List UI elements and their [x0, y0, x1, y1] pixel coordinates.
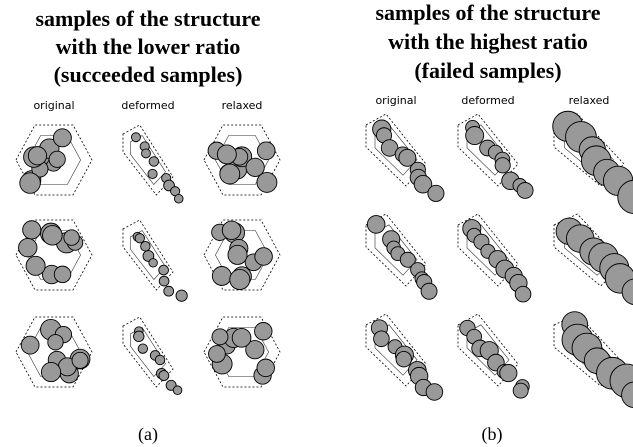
particle [396, 351, 411, 366]
particle [513, 383, 528, 398]
particle [135, 234, 144, 243]
particle [134, 331, 144, 341]
panel-title: with the highest ratio [388, 29, 588, 54]
particle [374, 331, 390, 347]
particle [159, 265, 169, 275]
particle [232, 328, 251, 347]
particle [28, 147, 46, 165]
figure: samples of the structure with the lower … [0, 0, 633, 447]
particle [466, 127, 484, 145]
particle [212, 267, 231, 286]
particle [176, 290, 187, 301]
particle [43, 226, 63, 246]
particle [131, 133, 140, 142]
particle [149, 157, 159, 167]
particle [517, 182, 533, 198]
column-label: original [33, 99, 74, 112]
particle [48, 335, 63, 350]
particle [217, 145, 236, 164]
particle [500, 365, 517, 382]
caption: (b) [482, 424, 503, 445]
particle [49, 151, 65, 167]
particle [72, 352, 88, 368]
panel-title: (succeeded samples) [54, 62, 243, 87]
particle [26, 256, 45, 275]
particle [164, 286, 174, 296]
particle [421, 283, 437, 299]
particle [426, 384, 443, 401]
panel-title: (failed samples) [414, 58, 561, 83]
particle [257, 359, 275, 377]
particle [54, 266, 71, 283]
particle [367, 216, 385, 234]
panel-title: samples of the structure [375, 0, 600, 25]
particle [19, 238, 37, 256]
column-label: deformed [121, 99, 174, 112]
particle [515, 286, 531, 302]
panel-title: with the lower ratio [56, 34, 241, 59]
particle [41, 362, 60, 381]
particle [21, 336, 39, 354]
particle [23, 221, 41, 239]
particle [148, 169, 157, 178]
particle [149, 259, 158, 268]
panel-title: samples of the structure [35, 6, 260, 31]
particle [257, 142, 275, 160]
particle [230, 269, 250, 289]
particle [212, 329, 228, 345]
particle [174, 194, 183, 203]
page: {"panels": [ {"title": ["samples of the … [0, 0, 633, 447]
particle [222, 221, 241, 240]
column-label: relaxed [569, 94, 610, 107]
particle [155, 355, 165, 365]
particle [138, 344, 147, 353]
particle [53, 129, 71, 147]
particle [209, 346, 226, 363]
particle [246, 158, 264, 176]
particle [64, 230, 80, 246]
column-label: relaxed [222, 99, 263, 112]
particle [495, 158, 510, 173]
column-label: deformed [461, 94, 514, 107]
particle [255, 248, 273, 266]
particle [20, 173, 41, 194]
particle [159, 276, 169, 286]
particle [141, 241, 151, 251]
particle [141, 149, 150, 158]
caption: (a) [138, 424, 158, 445]
particle [173, 386, 182, 395]
particle [228, 245, 247, 264]
particle [220, 164, 240, 184]
particle [159, 371, 169, 381]
column-label: original [375, 94, 416, 107]
particle [428, 185, 444, 201]
particle [255, 323, 272, 340]
